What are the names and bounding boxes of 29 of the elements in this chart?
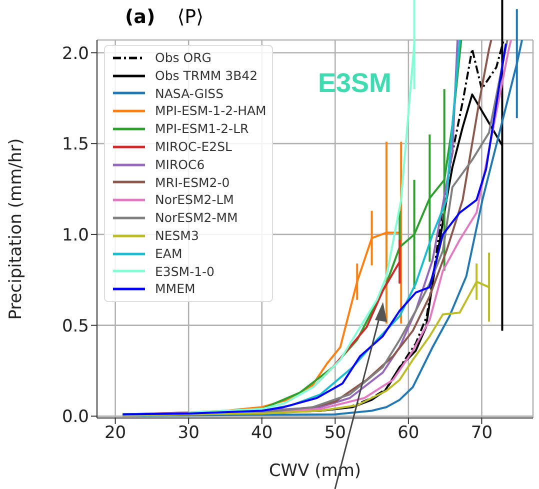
y-tick-label: 2.0: [62, 44, 89, 64]
legend-label: MRI-ESM2-0: [155, 174, 230, 192]
legend-label: MPI-ESM1-2-LR: [155, 120, 249, 138]
x-tick-label: 40: [251, 423, 273, 444]
annotation: E3SM: [318, 68, 392, 99]
legend-label: MIROC6: [155, 156, 205, 174]
y-tick-label: 0.5: [62, 316, 89, 336]
legend-label: E3SM-1-0: [155, 262, 214, 280]
chart-subtitle: ⟨P⟩: [177, 6, 204, 28]
legend-label: NASA-GISS: [155, 84, 224, 102]
x-tick-label: 50: [324, 423, 346, 444]
y-tick-label: 0.0: [62, 407, 89, 428]
legend-label: MMEM: [155, 280, 196, 298]
chart-title: (a): [125, 6, 156, 28]
x-tick-label: 60: [398, 423, 420, 444]
y-axis-title: Precipitation (mm/hr): [6, 138, 26, 320]
legend-label: NESM3: [155, 226, 199, 245]
x-tick-label: 20: [104, 423, 126, 444]
legend-label: EAM: [155, 244, 182, 263]
y-tick-label: 1.5: [62, 134, 89, 155]
x-tick-label: 70: [470, 423, 493, 444]
legend-label: NorESM2-LM: [155, 191, 234, 210]
legend-label: MIROC-E2SL: [155, 138, 232, 156]
legend-label: Obs TRMM 3B42: [155, 66, 258, 85]
legend-label: MPI-ESM-1-2-HAM: [155, 102, 266, 120]
x-tick-label: 30: [178, 423, 200, 444]
legend-label: Obs ORG: [155, 49, 212, 67]
y-tick-label: 1.0: [62, 225, 89, 246]
legend-label: NorESM2-MM: [155, 209, 238, 227]
